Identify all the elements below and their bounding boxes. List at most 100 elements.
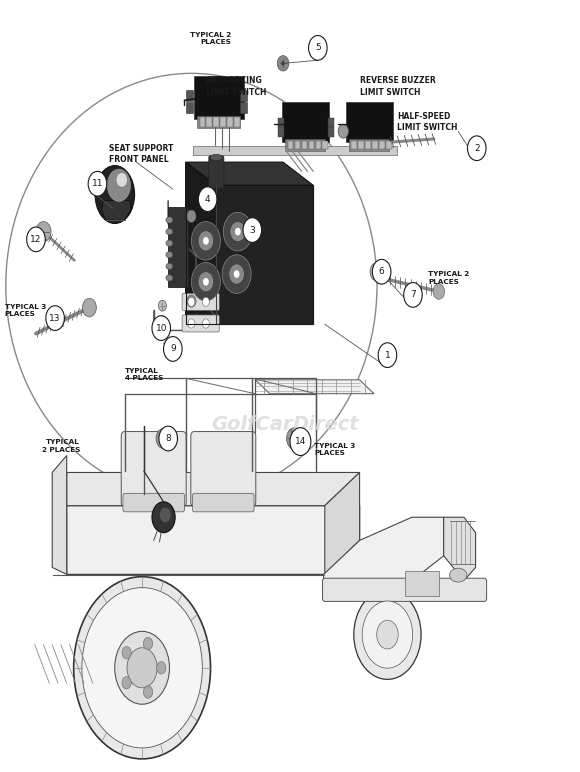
Polygon shape [52,455,67,574]
Polygon shape [186,162,216,324]
Text: REVERSE BUZZER
LIMIT SWITCH: REVERSE BUZZER LIMIT SWITCH [360,76,436,96]
FancyBboxPatch shape [193,146,397,155]
Circle shape [404,283,422,307]
Circle shape [202,319,209,328]
FancyBboxPatch shape [349,139,389,151]
Circle shape [203,237,209,245]
Text: 1: 1 [385,350,390,360]
Text: TYPICAL 2
PLACES: TYPICAL 2 PLACES [428,271,469,285]
Circle shape [88,171,107,196]
Circle shape [46,306,64,330]
Text: SEAT SUPPORT
FRONT PANEL: SEAT SUPPORT FRONT PANEL [109,144,173,164]
Text: TYPICAL 2
PLACES: TYPICAL 2 PLACES [190,32,231,46]
Polygon shape [216,185,313,324]
Circle shape [188,297,195,306]
FancyBboxPatch shape [328,118,334,127]
FancyBboxPatch shape [309,141,314,149]
Circle shape [188,319,195,328]
FancyBboxPatch shape [186,102,193,113]
FancyBboxPatch shape [234,117,240,127]
Text: ANTI-ARCING
LIMIT SWITCH: ANTI-ARCING LIMIT SWITCH [206,76,266,96]
Text: TYPICAL 3
PLACES: TYPICAL 3 PLACES [314,442,356,456]
Circle shape [467,136,486,161]
FancyBboxPatch shape [295,141,300,149]
Text: 10: 10 [155,323,167,333]
FancyBboxPatch shape [285,139,325,151]
Text: 12: 12 [30,235,42,244]
Ellipse shape [166,275,173,281]
Circle shape [27,227,45,252]
Text: 5: 5 [315,43,321,52]
Circle shape [223,212,252,251]
FancyBboxPatch shape [372,141,378,149]
FancyBboxPatch shape [282,102,329,142]
Circle shape [160,507,171,523]
Circle shape [354,590,421,679]
FancyBboxPatch shape [200,117,205,127]
Ellipse shape [166,263,173,269]
Circle shape [309,36,327,60]
Circle shape [378,343,397,367]
Circle shape [290,428,311,455]
Circle shape [230,265,244,283]
Text: HALF-SPEED
LIMIT SWITCH: HALF-SPEED LIMIT SWITCH [397,112,458,132]
Circle shape [243,218,262,242]
FancyBboxPatch shape [240,102,246,113]
Circle shape [198,187,217,212]
Circle shape [152,316,171,340]
FancyBboxPatch shape [351,141,357,149]
Polygon shape [325,472,360,574]
Circle shape [143,638,153,650]
Circle shape [203,278,209,286]
FancyBboxPatch shape [322,141,328,149]
FancyBboxPatch shape [220,117,226,127]
Circle shape [362,601,413,668]
Circle shape [277,56,289,71]
Circle shape [222,255,251,293]
FancyBboxPatch shape [227,117,233,127]
Text: TYPICAL 3
PLACES: TYPICAL 3 PLACES [5,303,46,317]
FancyBboxPatch shape [302,141,307,149]
Text: GolfCar: GolfCar [212,415,293,434]
Circle shape [82,298,96,317]
FancyBboxPatch shape [168,207,188,287]
Circle shape [234,270,240,278]
Circle shape [191,262,220,301]
Circle shape [159,426,177,451]
FancyBboxPatch shape [405,571,439,596]
Circle shape [370,262,384,281]
Ellipse shape [166,252,173,258]
Text: 6: 6 [379,267,385,276]
Ellipse shape [117,173,127,187]
Text: 9: 9 [170,344,176,354]
Circle shape [338,124,349,138]
Circle shape [152,502,175,533]
FancyBboxPatch shape [121,432,186,506]
FancyBboxPatch shape [379,141,385,149]
Text: 3: 3 [249,225,255,235]
Text: 13: 13 [49,313,61,323]
FancyBboxPatch shape [206,117,212,127]
Text: 2: 2 [474,144,480,153]
Text: 11: 11 [92,179,103,188]
Circle shape [376,620,398,649]
Circle shape [199,273,213,291]
Ellipse shape [210,154,223,161]
Circle shape [122,647,131,659]
FancyBboxPatch shape [213,117,219,127]
Ellipse shape [166,217,173,223]
Circle shape [187,210,196,222]
FancyBboxPatch shape [316,141,321,149]
Polygon shape [324,517,444,598]
FancyBboxPatch shape [123,493,184,512]
Circle shape [127,648,157,688]
Circle shape [433,284,445,300]
FancyBboxPatch shape [322,578,487,601]
Polygon shape [444,517,476,581]
Polygon shape [67,506,360,574]
Circle shape [164,337,182,361]
Text: 7: 7 [410,290,416,300]
Circle shape [191,222,220,260]
FancyBboxPatch shape [193,493,254,512]
FancyBboxPatch shape [186,90,193,101]
